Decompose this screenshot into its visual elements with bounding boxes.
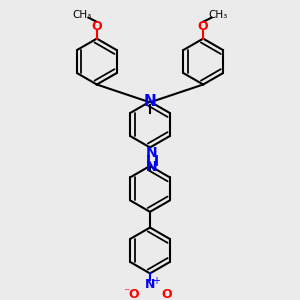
Text: ⁻: ⁻ [123,286,130,299]
Text: +: + [152,276,160,286]
Text: CH₃: CH₃ [73,10,92,20]
Text: N: N [145,278,155,291]
Text: O: O [128,288,139,300]
Text: N: N [146,146,158,160]
Text: O: O [92,20,102,32]
Text: N: N [144,94,156,109]
Text: O: O [161,288,172,300]
Text: CH₃: CH₃ [208,10,227,20]
Text: O: O [198,20,208,32]
Text: N: N [146,160,158,174]
